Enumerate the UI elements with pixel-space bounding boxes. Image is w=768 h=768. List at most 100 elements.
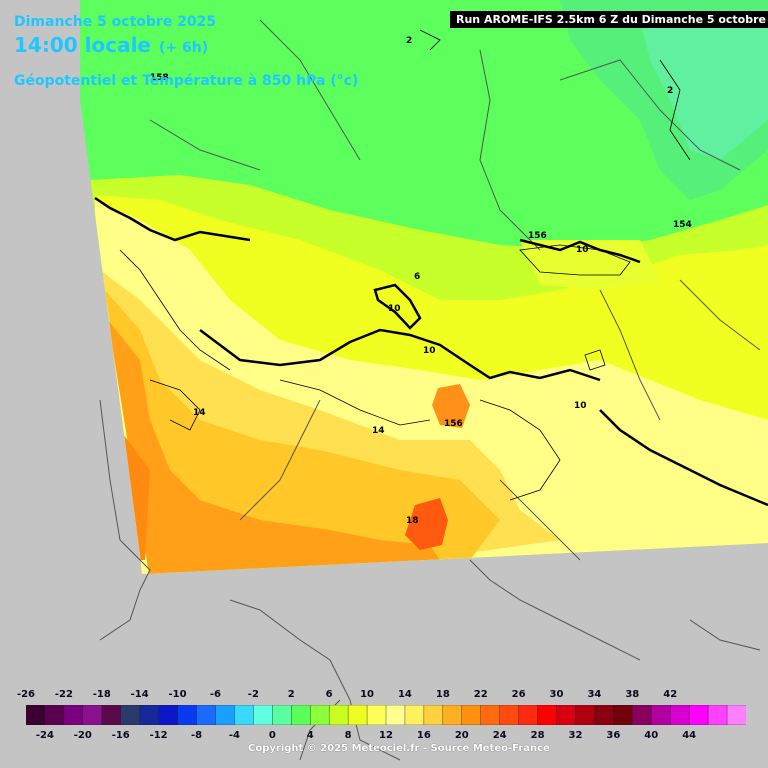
iso-label: 10 [423, 346, 436, 356]
scale-label: 20 [454, 730, 469, 741]
scale-labels-top: -26 -22 -18 -14 -10 -6 -2 2 6 10 14 18 22 26 30 34 38 42 [17, 689, 746, 703]
scale-label: 2 [287, 689, 295, 700]
scale-label: 32 [568, 730, 583, 741]
coastline [94, 196, 768, 507]
color-swatch [651, 705, 671, 725]
scale-label: 18 [435, 689, 450, 700]
forecast-date: Dimanche 5 octobre 2025 [14, 14, 217, 30]
scale-label: -6 [209, 689, 222, 700]
scale-label: 0 [268, 730, 276, 741]
run-banner: Run AROME-IFS 2.5km 6 Z du Dimanche 5 oc… [450, 11, 768, 28]
iso-label: 10 [576, 245, 589, 255]
color-swatch [177, 705, 198, 725]
iso-label: 10 [574, 401, 587, 411]
iso-label: 14 [193, 408, 206, 418]
color-swatch [158, 705, 179, 725]
color-swatch [613, 705, 634, 725]
scale-label: -20 [73, 730, 92, 741]
scale-label: 28 [530, 730, 545, 741]
color-swatch [253, 705, 274, 725]
temperature-field [80, 0, 768, 574]
color-swatch [44, 705, 65, 725]
color-swatch [556, 705, 577, 725]
color-swatch [63, 705, 84, 725]
iso-label: 18 [406, 516, 419, 526]
forecast-time-value: 14:00 locale [14, 33, 151, 57]
scale-label: 34 [587, 689, 602, 700]
scale-label: 22 [473, 689, 488, 700]
scale-labels-bottom: -24 -20 -16 -12 -8 -4 0 4 8 12 16 20 24 28 32 36 40 44 [26, 730, 746, 744]
scale-label: 4 [306, 730, 314, 741]
iso-label: 6 [414, 272, 420, 282]
scale-label: -16 [111, 730, 130, 741]
color-swatch [499, 705, 520, 725]
borders [99, 19, 761, 761]
color-swatch [328, 705, 349, 725]
color-swatch [291, 705, 311, 725]
color-swatch [670, 705, 690, 725]
scale-label: 16 [416, 730, 431, 741]
scale-label: 42 [663, 689, 678, 700]
scale-label: -2 [247, 689, 259, 700]
scale-label: -10 [168, 689, 187, 700]
scale-label: 6 [325, 689, 333, 700]
scale-label: 8 [344, 730, 352, 741]
scale-label: -26 [16, 689, 36, 700]
color-swatch [272, 705, 292, 725]
color-scale [26, 705, 746, 725]
color-swatch [215, 705, 236, 725]
iso-label: 154 [673, 220, 692, 230]
scale-label: 44 [682, 730, 697, 741]
scale-label: -22 [54, 689, 73, 700]
color-swatch [234, 705, 255, 725]
color-swatch [101, 705, 122, 725]
iso-label: 156 [444, 419, 463, 429]
color-swatch [385, 705, 406, 725]
color-swatch [480, 705, 501, 725]
color-swatch [594, 705, 615, 725]
scale-label: -4 [228, 730, 240, 741]
color-swatch [461, 705, 482, 725]
color-swatch [404, 705, 425, 725]
forecast-offset: (+ 6h) [159, 40, 209, 56]
color-swatch [423, 705, 444, 725]
color-swatch [139, 705, 160, 725]
scale-label: 14 [397, 689, 412, 700]
scale-label: 30 [549, 689, 564, 700]
color-swatch [537, 705, 558, 725]
iso-label: 14 [372, 426, 385, 436]
iso-label: 158 [150, 73, 169, 83]
color-swatch [347, 705, 368, 725]
scale-label: 40 [644, 730, 659, 741]
field-title: Géopotentiel et Température à 850 hPa (°… [14, 73, 359, 89]
scale-label: 36 [606, 730, 621, 741]
color-swatch [26, 705, 46, 725]
scale-label: -24 [35, 730, 54, 741]
color-swatch [310, 705, 330, 725]
scale-label: -18 [92, 689, 111, 700]
scale-label: 38 [625, 689, 640, 700]
scale-label: 24 [492, 730, 507, 741]
color-swatch [196, 705, 217, 725]
color-swatch [518, 705, 539, 725]
scale-label: -12 [149, 730, 168, 741]
scale-label: 12 [379, 730, 393, 741]
scale-label: 26 [511, 689, 526, 700]
iso-label: 10 [388, 304, 401, 314]
forecast-time: 14:00 locale (+ 6h) [14, 33, 208, 57]
color-swatch [707, 705, 728, 725]
iso-label: 2 [406, 36, 412, 46]
iso-label: 156 [528, 231, 547, 241]
color-swatch [366, 705, 387, 725]
contours [119, 29, 691, 501]
color-swatch [442, 705, 463, 725]
iso-label: 2 [667, 86, 673, 96]
color-swatch [82, 705, 103, 725]
color-swatch [120, 705, 141, 725]
scale-label: -14 [130, 689, 149, 700]
color-swatch [726, 705, 746, 725]
copyright: Copyright © 2025 Meteociel.fr - Source M… [248, 743, 550, 754]
scale-label: 10 [360, 689, 374, 700]
color-swatch [575, 705, 596, 725]
